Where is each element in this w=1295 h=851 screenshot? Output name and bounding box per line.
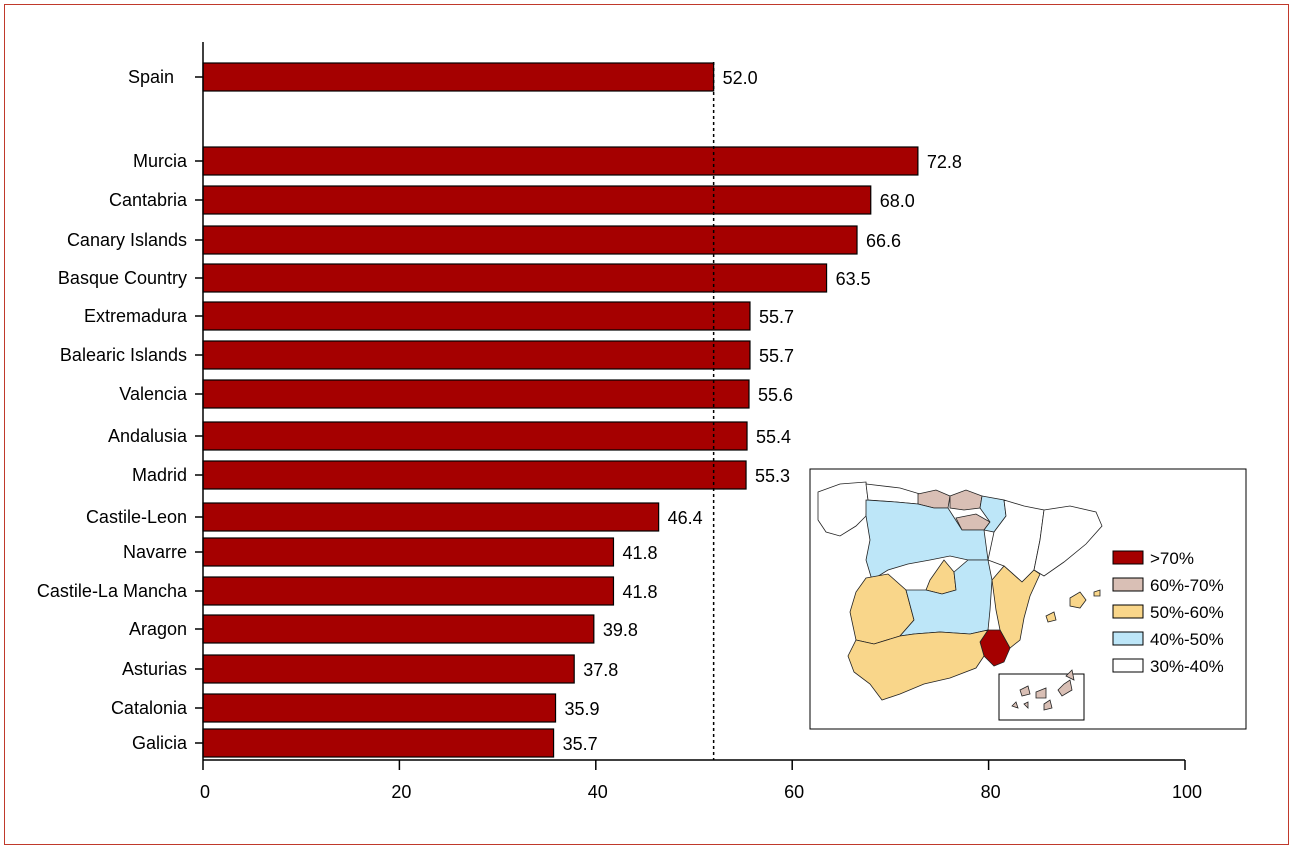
value-label-balearic-islands: 55.7 [759,346,794,366]
value-label-murcia: 72.8 [927,152,962,172]
bar-andalusia [202,421,748,451]
region-catalonia [1033,505,1103,577]
value-labels-group: 52.0 72.8 68.0 66.6 63.5 55.7 55.7 55.6 55.4 55.3… [563,68,962,754]
region-menorca [1093,589,1101,597]
region-andalusia [847,629,989,701]
value-label-castile-leon: 46.4 [668,508,703,528]
legend-label-60-70: 60%-70% [1150,576,1224,595]
value-label-aragon: 39.8 [603,620,638,640]
legend-label-30-40: 30%-40% [1150,657,1224,676]
value-label-navarre: 41.8 [622,543,657,563]
region-galicia [817,481,869,537]
bar-galicia [202,728,555,758]
value-label-basque-country: 63.5 [836,269,871,289]
bar-basque-country [202,263,828,293]
legend-label-50-60: 50%-60% [1150,603,1224,622]
legend-swatch-50-60 [1112,604,1144,619]
category-label-aragon: Aragon [129,619,187,639]
value-label-valencia: 55.6 [758,385,793,405]
value-label-andalusia: 55.4 [756,427,791,447]
value-label-castile-la-mancha: 41.8 [622,582,657,602]
bar-madrid [202,460,747,490]
value-label-canary-islands: 66.6 [866,231,901,251]
category-label-madrid: Madrid [132,465,187,485]
bar-catalonia [202,693,557,723]
category-label-castile-la-mancha: Castile-La Mancha [37,581,188,601]
bar-balearic-islands [202,340,751,370]
value-label-galicia: 35.7 [563,734,598,754]
value-label-cantabria: 68.0 [880,191,915,211]
legend-swatch-60-70 [1112,577,1144,592]
category-labels-group: Spain Murcia Cantabria Canary Islands Basque… [37,67,188,753]
region-castile-leon [865,499,989,581]
category-label-balearic-islands: Balearic Islands [60,345,187,365]
category-label-spain: Spain [128,67,174,87]
bar-navarre [202,537,615,567]
legend-label-40-50: 40%-50% [1150,630,1224,649]
category-label-andalusia: Andalusia [108,426,188,446]
bar-extremadura [202,301,751,331]
bar-asturias [202,654,575,684]
category-label-castile-leon: Castile-Leon [86,507,187,527]
bar-castile-la-mancha [202,576,615,606]
category-label-navarre: Navarre [123,542,187,562]
bar-murcia [202,146,919,176]
bar-spain [202,62,715,92]
category-label-murcia: Murcia [133,151,188,171]
axes-group [202,42,1185,761]
x-tick-label-20: 20 [391,782,411,802]
value-label-catalonia: 35.9 [565,699,600,719]
legend-swatch-30-40 [1112,658,1144,673]
x-tick-label-0: 0 [200,782,210,802]
legend-swatch-40-50 [1112,631,1144,646]
region-canary-islands [1011,669,1075,711]
category-label-extremadura: Extremadura [84,306,188,326]
bar-castile-leon [202,502,660,532]
x-tick-label-40: 40 [588,782,608,802]
inset-map: >70% 60%-70% 50%-60% 40%-50% 30%-40% [809,468,1247,730]
category-label-valencia: Valencia [119,384,188,404]
bars-group [195,62,919,758]
category-label-catalonia: Catalonia [111,698,188,718]
region-valencia [991,565,1041,649]
category-label-cantabria: Cantabria [109,190,188,210]
category-label-asturias: Asturias [122,659,187,679]
value-label-madrid: 55.3 [755,466,790,486]
bar-aragon [202,614,595,644]
legend-swatch-70 [1112,550,1144,565]
x-tick-label-60: 60 [784,782,804,802]
category-label-galicia: Galicia [132,733,188,753]
region-balearic-islands [1069,591,1087,609]
legend-label-70: >70% [1150,549,1194,568]
value-label-spain: 52.0 [723,68,758,88]
bar-valencia [202,379,750,409]
x-tick-label-80: 80 [981,782,1001,802]
map-legend: >70% 60%-70% 50%-60% 40%-50% 30%-40% [1112,549,1224,676]
region-balearic-small [1045,611,1057,623]
value-label-asturias: 37.8 [583,660,618,680]
category-label-basque-country: Basque Country [58,268,187,288]
spain-map [817,481,1103,721]
value-label-extremadura: 55.7 [759,307,794,327]
bar-cantabria [202,185,872,215]
x-ticks-group: 0 20 40 60 80 100 [200,760,1202,802]
x-tick-label-100: 100 [1172,782,1202,802]
category-label-canary-islands: Canary Islands [67,230,187,250]
bar-canary-islands [202,225,858,255]
